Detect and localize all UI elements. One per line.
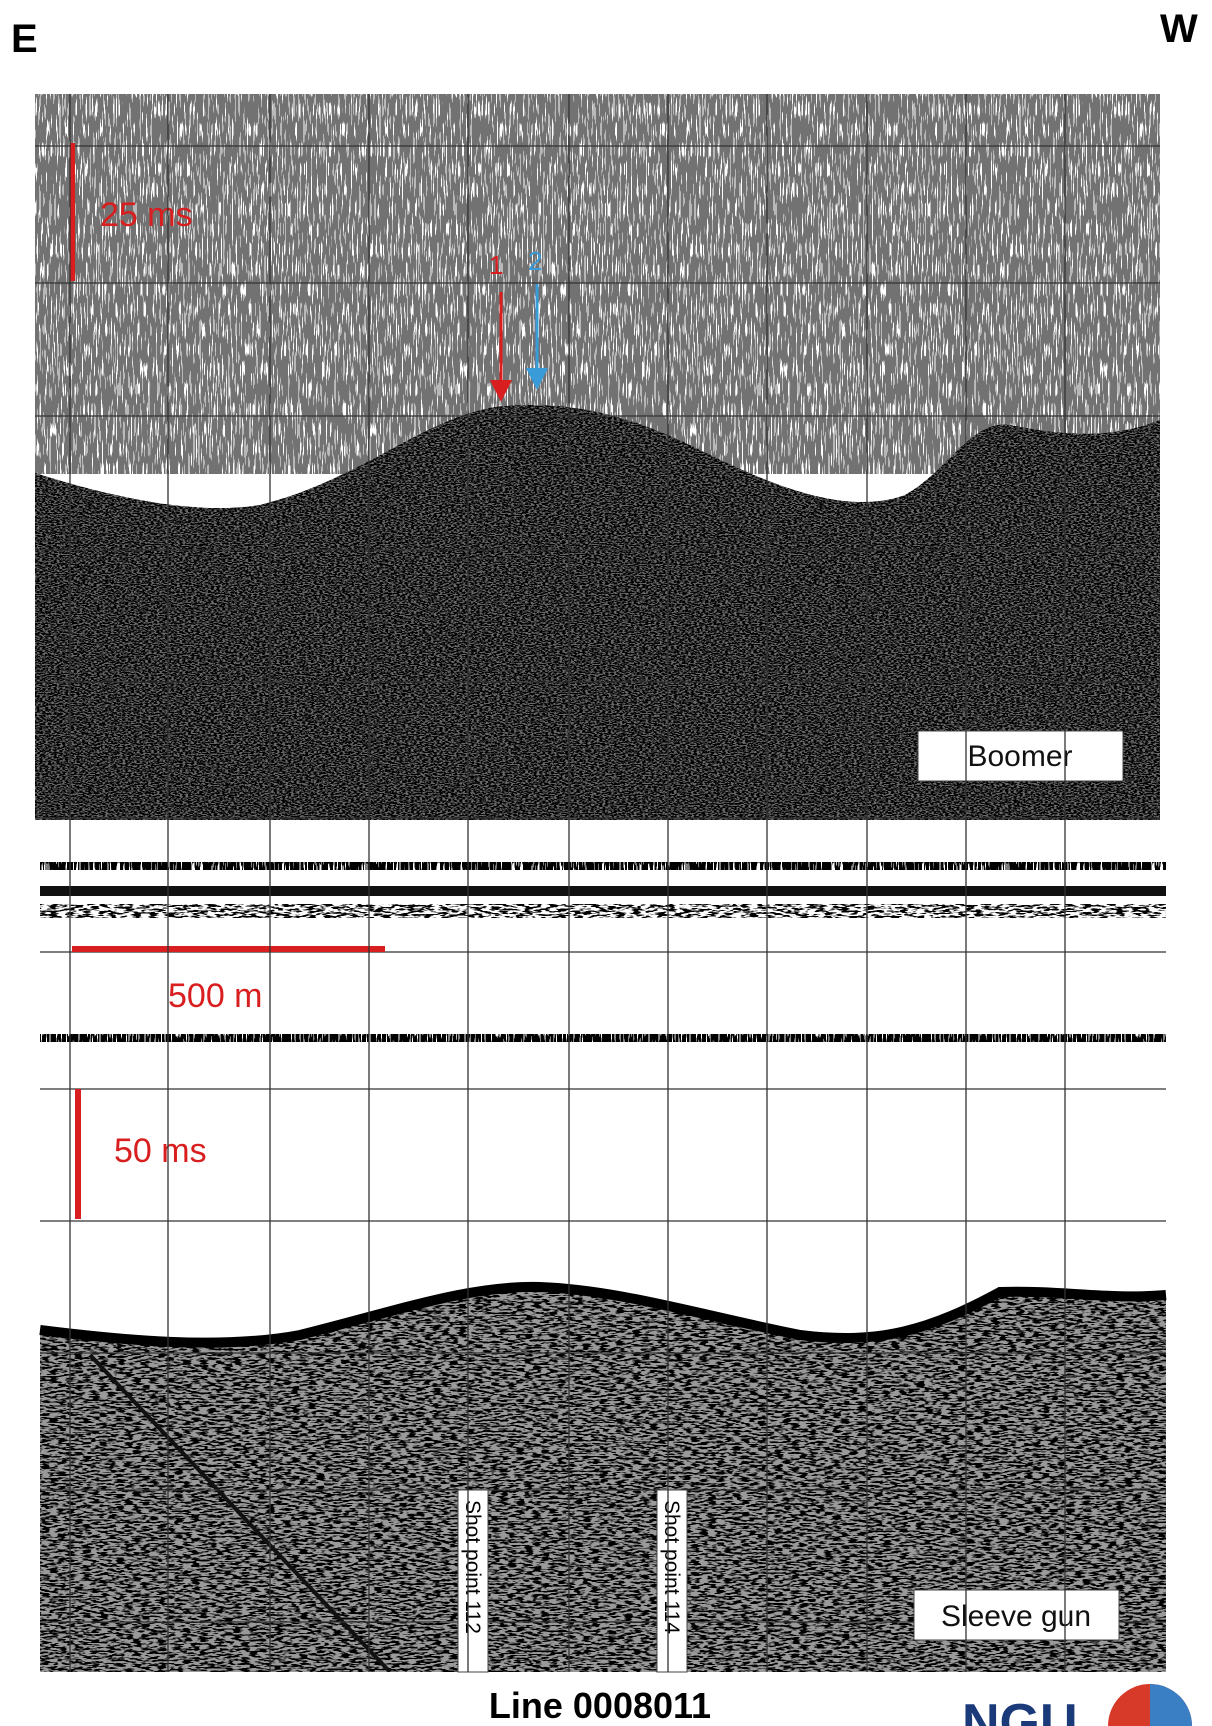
boomer-label: Boomer xyxy=(967,740,1072,773)
distance-scale-bar xyxy=(72,946,385,952)
sleeve-gun-panel: 500 m 50 ms Shot point 112 Shot point 11… xyxy=(40,862,1166,1672)
shot-point-label: Shot point 112 xyxy=(461,1500,484,1634)
seismic-figure: E W 25 ms 1 2 Boomer xyxy=(0,0,1212,1726)
logo: NGU xyxy=(962,1684,1192,1726)
page: E W 25 ms 1 2 Boomer xyxy=(0,0,1212,1726)
line-label: Line 0008011 xyxy=(489,1685,711,1726)
arrow-2-label: 2 xyxy=(528,246,542,276)
band xyxy=(40,904,1166,918)
sleeve-gun-label: Sleeve gun xyxy=(941,1600,1091,1633)
arrow-1-label: 1 xyxy=(489,250,503,280)
band xyxy=(40,886,1166,896)
distance-scale-label: 500 m xyxy=(168,977,263,1015)
logo-text: NGU xyxy=(962,1694,1078,1726)
east-label: E xyxy=(11,17,38,61)
boomer-panel: 25 ms 1 2 Boomer xyxy=(35,94,1160,820)
time-scale-label: 50 ms xyxy=(114,1132,207,1170)
shot-point-label: Shot point 114 xyxy=(660,1500,683,1634)
band xyxy=(40,862,1166,870)
time-scale-label: 25 ms xyxy=(100,196,193,234)
west-label: W xyxy=(1160,7,1198,51)
time-scale-bar xyxy=(75,1089,81,1219)
time-scale-bar xyxy=(70,143,75,281)
band xyxy=(40,1034,1166,1042)
